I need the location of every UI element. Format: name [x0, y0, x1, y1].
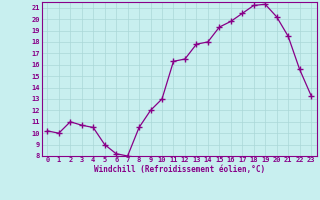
X-axis label: Windchill (Refroidissement éolien,°C): Windchill (Refroidissement éolien,°C)	[94, 165, 265, 174]
